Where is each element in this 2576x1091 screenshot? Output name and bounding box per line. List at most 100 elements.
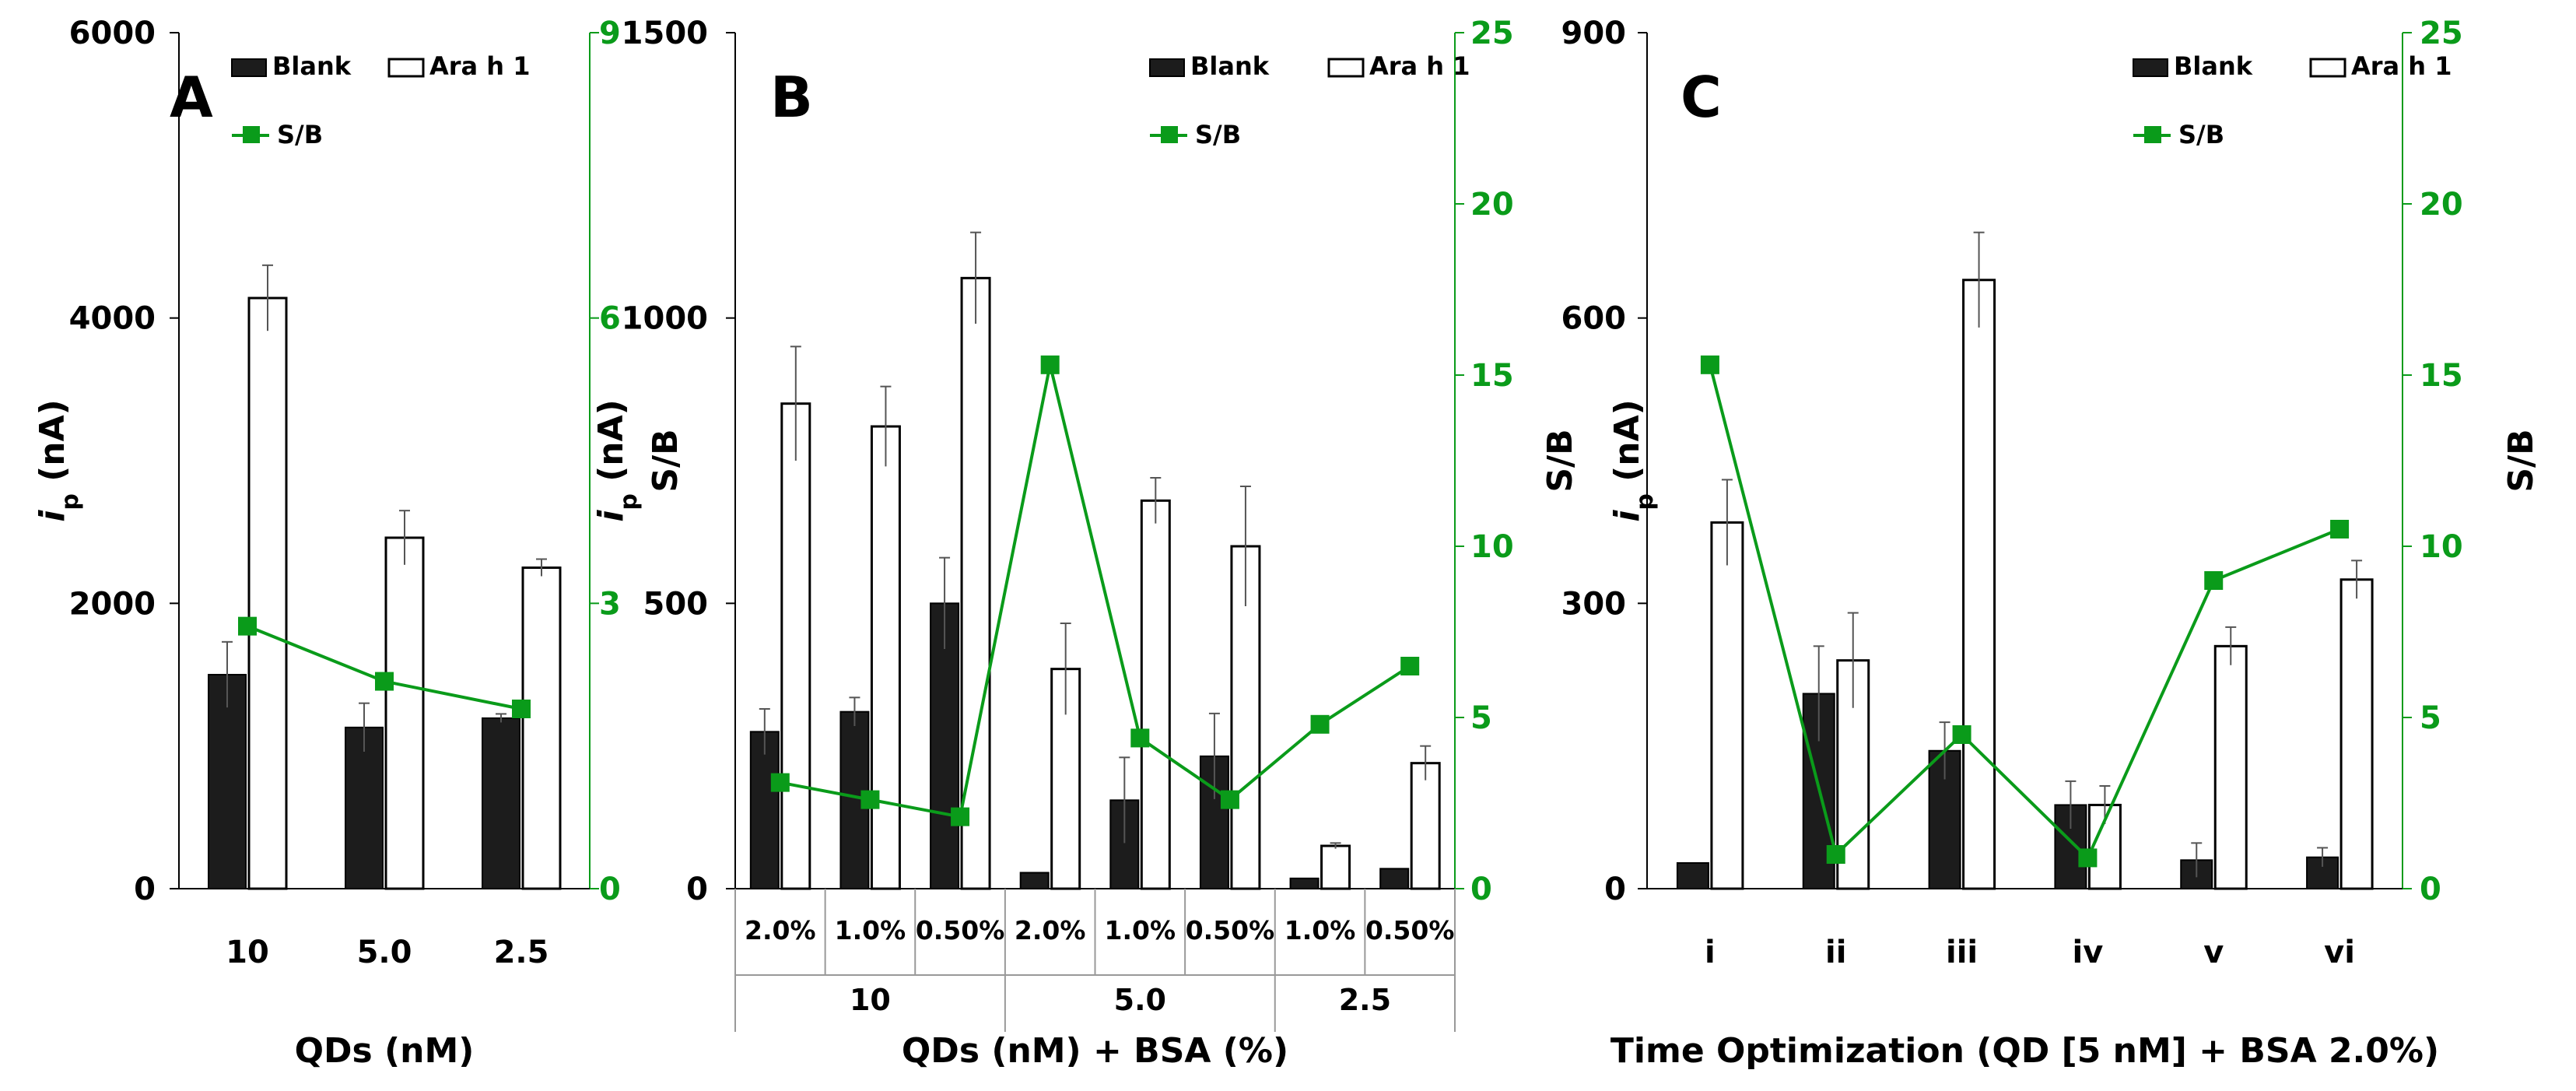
legend-swatch-ara — [1327, 58, 1365, 78]
x-tick-label: 1.0% — [835, 915, 906, 945]
sb-point — [951, 807, 970, 826]
y-axis-label: ip (nA) — [33, 399, 84, 522]
y2-tick-label: 25 — [2420, 16, 2463, 51]
group-label: 2.5 — [1339, 983, 1391, 1017]
y2-tick-label: 0 — [2420, 872, 2441, 907]
legend-swatch-ara — [387, 58, 425, 78]
bar-blank — [2306, 856, 2339, 889]
x-axis-label: Time Optimization (QD [5 nM] + BSA 2.0%) — [1610, 1031, 2439, 1071]
x-tick-label: 0.50% — [1365, 915, 1455, 945]
sb-point — [1700, 355, 1719, 374]
legend-label-sb: S/B — [2178, 120, 2224, 149]
sb-point — [1952, 725, 1971, 744]
y2-tick-label: 10 — [1470, 529, 1514, 565]
sb-line — [780, 364, 1411, 819]
y2-tick-label: 25 — [1470, 16, 1514, 51]
y-axis-label-sub: p — [57, 493, 84, 510]
y-tick-label: 0 — [686, 872, 708, 907]
sb-point — [512, 700, 531, 718]
bar-ara-h1 — [2339, 578, 2374, 890]
legend-swatch-ara — [2309, 58, 2346, 78]
x-tick-label: 1.0% — [1284, 915, 1356, 945]
bar-blank — [749, 731, 780, 889]
legend-swatch-sb-marker — [1161, 126, 1178, 143]
sb-point — [375, 672, 394, 691]
y-tick-label: 1500 — [622, 16, 708, 51]
bar-blank — [1289, 877, 1320, 890]
y-axis-label: ip (nA) — [1607, 399, 1659, 522]
legend-label-blank: Blank — [1190, 51, 1270, 81]
y2-tick-label: 0 — [599, 872, 621, 907]
y-axis-label-sub: p — [615, 493, 643, 510]
y-axis-label-unit: (nA) — [1607, 399, 1647, 493]
bar-ara-h1 — [247, 296, 288, 890]
x-tick-label: 5.0 — [357, 935, 412, 970]
bar-ara-h1 — [870, 425, 901, 890]
legend-label-sb: S/B — [1195, 120, 1241, 149]
y2-tick-label: 5 — [2420, 700, 2441, 736]
y-tick-label: 500 — [643, 586, 709, 622]
y-tick-label: 300 — [1561, 586, 1627, 622]
y-axis-label: ip (nA) — [591, 399, 643, 522]
x-tick-label: 2.0% — [1015, 915, 1086, 945]
bar-blank — [1019, 872, 1050, 890]
sb-line — [1708, 364, 2340, 861]
x-tick-label: 2.5 — [494, 935, 549, 970]
y2-tick-label: 0 — [1470, 872, 1492, 907]
sb-point — [1826, 845, 1845, 864]
sb-line — [247, 624, 522, 710]
x-tick-label: iv — [2073, 935, 2104, 970]
y2-tick-label: 5 — [1470, 700, 1492, 736]
bar-ara-h1 — [1320, 844, 1351, 890]
legend-label-blank: Blank — [2174, 51, 2253, 81]
bar-ara-h1 — [1710, 521, 1744, 890]
panel-letter: C — [1681, 65, 1722, 130]
y2-axis-label: S/B — [2501, 429, 2541, 492]
y2-tick-label: 20 — [1470, 187, 1514, 223]
y2-axis-label: S/B — [1540, 429, 1580, 492]
y2-axis-label: S/B — [646, 429, 685, 492]
bar-ara-h1 — [780, 402, 811, 890]
bar-ara-h1 — [384, 536, 425, 890]
bar-blank — [208, 674, 247, 889]
legend-swatch-sb-marker — [2144, 126, 2161, 143]
legend-label-ara: Ara h 1 — [1369, 51, 1470, 81]
legend-swatch-blank — [1149, 58, 1185, 77]
bar-blank — [1379, 868, 1410, 890]
sb-point — [2078, 848, 2098, 868]
bar-ara-h1 — [1410, 762, 1441, 890]
y-axis-label-unit: (nA) — [591, 399, 631, 493]
group-label: 5.0 — [1114, 983, 1166, 1017]
bar-blank — [482, 717, 520, 890]
y-axis-label-main: i — [591, 510, 631, 522]
y2-tick-label: 10 — [2420, 529, 2463, 565]
x-tick-label: i — [1705, 935, 1716, 970]
panel-letter: A — [170, 65, 213, 130]
bar-ara-h1 — [521, 567, 562, 890]
legend-swatch-sb-marker — [243, 126, 260, 143]
sb-point — [1400, 657, 1420, 675]
sb-point — [238, 616, 257, 636]
y-tick-label: 900 — [1561, 16, 1627, 51]
sb-point — [2330, 520, 2350, 538]
x-tick-label: 10 — [226, 935, 269, 970]
x-tick-label: iii — [1946, 935, 1978, 970]
bar-blank — [930, 602, 960, 889]
y-tick-label: 4000 — [69, 301, 156, 337]
x-tick-label: 0.50% — [1186, 915, 1275, 945]
legend-swatch-blank — [2133, 58, 2168, 77]
legend-label-blank: Blank — [272, 51, 352, 81]
sb-point — [1220, 790, 1239, 809]
y-axis-label-sub: p — [1631, 493, 1659, 510]
x-axis-label: QDs (nM) + BSA (%) — [902, 1031, 1288, 1071]
y-tick-label: 0 — [1604, 872, 1626, 907]
x-tick-label: 2.0% — [745, 915, 816, 945]
x-tick-label: 0.50% — [916, 915, 1005, 945]
x-tick-label: 1.0% — [1105, 915, 1176, 945]
y-tick-label: 6000 — [69, 16, 156, 51]
y2-tick-label: 15 — [2420, 358, 2463, 394]
legend-label-ara: Ara h 1 — [429, 51, 530, 81]
